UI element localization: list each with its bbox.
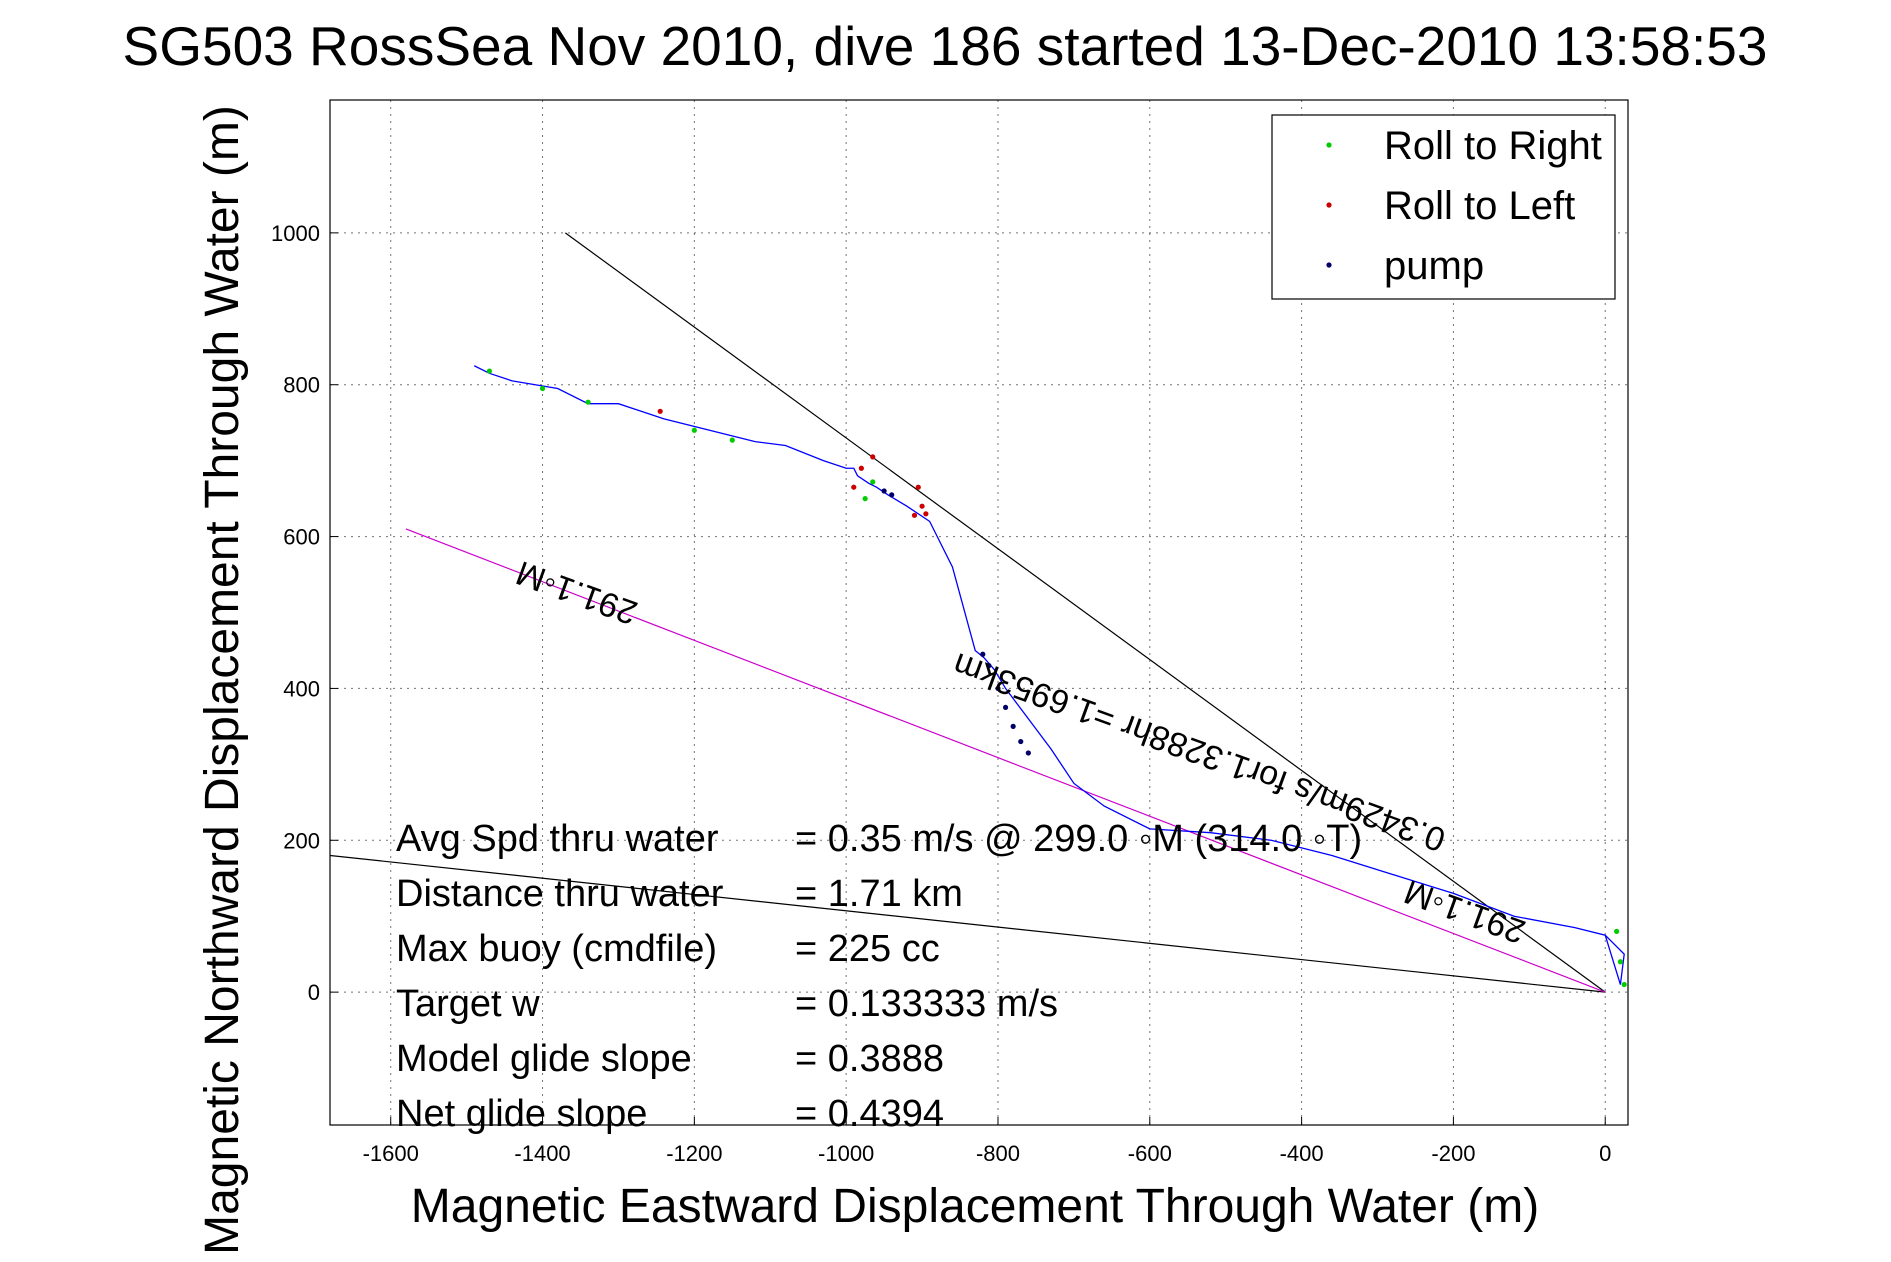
roll-left-point: [858, 465, 864, 471]
roll-right-point: [870, 479, 876, 485]
pump-point: [995, 685, 1001, 692]
stat-value: = 0.133333 m/s: [795, 983, 1058, 1025]
x-tick-label: -400: [1280, 1141, 1324, 1166]
roll-left-point: [657, 408, 663, 414]
y-tick-label: 1000: [271, 221, 320, 246]
stat-label: Distance thru water: [396, 873, 724, 915]
stat-value: = 0.3888: [795, 1038, 944, 1080]
roll-right-point: [486, 368, 493, 374]
roll-left-point: [851, 484, 857, 490]
y-tick-label: 600: [283, 525, 320, 550]
stat-label: Avg Spd thru water: [396, 818, 719, 860]
x-tick-label: -1400: [514, 1141, 570, 1166]
legend-marker: [1326, 142, 1332, 148]
roll-right-point: [1614, 928, 1620, 934]
roll-right-point: [539, 385, 546, 392]
roll-left-point: [923, 511, 929, 517]
glider-track: [473, 365, 1625, 985]
legend-label: pump: [1384, 244, 1484, 288]
stat-value: = 1.71 km: [795, 873, 963, 915]
legend: Roll to Right Roll to Left pump: [1271, 114, 1616, 300]
stat-value: = 225 cc: [795, 928, 940, 970]
pump-point: [1018, 738, 1024, 745]
heading-line: [564, 232, 1606, 993]
x-tick-label: -1200: [666, 1141, 722, 1166]
stat-label: Net glide slope: [396, 1093, 647, 1135]
stat-label: Max buoy (cmdfile): [396, 928, 717, 970]
roll-right-point: [862, 496, 868, 502]
pump-point: [889, 492, 895, 498]
legend-marker: [1326, 262, 1332, 268]
y-tick-label: 200: [283, 828, 320, 853]
legend-label: Roll to Left: [1384, 184, 1575, 228]
x-tick-label: -800: [976, 1141, 1020, 1166]
roll-right-point: [585, 399, 591, 405]
roll-right-point: [729, 437, 735, 443]
pump-point: [1010, 723, 1016, 729]
pump-point: [986, 663, 992, 669]
stat-value: = 0.4394: [795, 1093, 944, 1135]
roll-left-point: [915, 484, 921, 490]
roll-left-point: [911, 512, 918, 518]
y-axis-label: Magnetic Northward Displacement Through …: [196, 105, 249, 1255]
pump-point: [1002, 704, 1009, 711]
stats-block: Avg Spd thru water = 0.35 m/s @ 299.0 ◦M …: [396, 818, 1362, 1135]
legend-label: Roll to Right: [1384, 124, 1602, 168]
pump-point: [1025, 750, 1031, 756]
stat-label: Target w: [396, 983, 540, 1025]
x-axis-label: Magnetic Eastward Displacement Through W…: [411, 1180, 1539, 1233]
y-tick-label: 800: [283, 373, 320, 398]
pump-point: [980, 651, 986, 657]
x-tick-label: -1000: [818, 1141, 874, 1166]
roll-right-point: [1621, 981, 1627, 988]
x-tick-label: -1600: [363, 1141, 419, 1166]
net-track-line: [405, 528, 1606, 993]
current-line: [330, 854, 1606, 993]
x-tick-label: -200: [1431, 1141, 1475, 1166]
x-tick-label: -600: [1128, 1141, 1172, 1166]
stat-value: = 0.35 m/s @ 299.0 ◦M (314.0 ◦T): [795, 818, 1362, 860]
roll-right-point: [1617, 959, 1624, 965]
y-tick-label: 400: [283, 676, 320, 701]
y-tick-label: 0: [308, 980, 320, 1005]
x-tick-label: 0: [1599, 1141, 1611, 1166]
plot-frame: [329, 99, 1629, 1126]
pump-point: [881, 488, 887, 494]
roll-left-point: [919, 503, 925, 509]
chart-title: SG503 RossSea Nov 2010, dive 186 started…: [123, 15, 1768, 77]
legend-marker: [1326, 202, 1332, 208]
stat-label: Model glide slope: [396, 1038, 692, 1080]
roll-right-point: [691, 427, 697, 433]
roll-left-point: [870, 454, 876, 460]
